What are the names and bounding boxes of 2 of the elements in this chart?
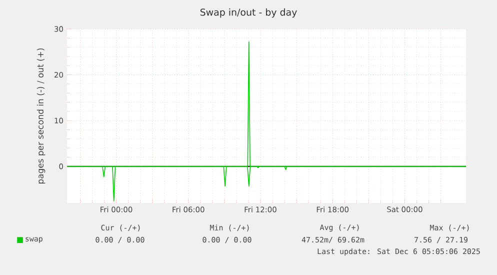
chart-title: Swap in/out - by day xyxy=(200,8,297,18)
y-axis-title: pages per second in (-) / out (+) xyxy=(36,48,46,184)
